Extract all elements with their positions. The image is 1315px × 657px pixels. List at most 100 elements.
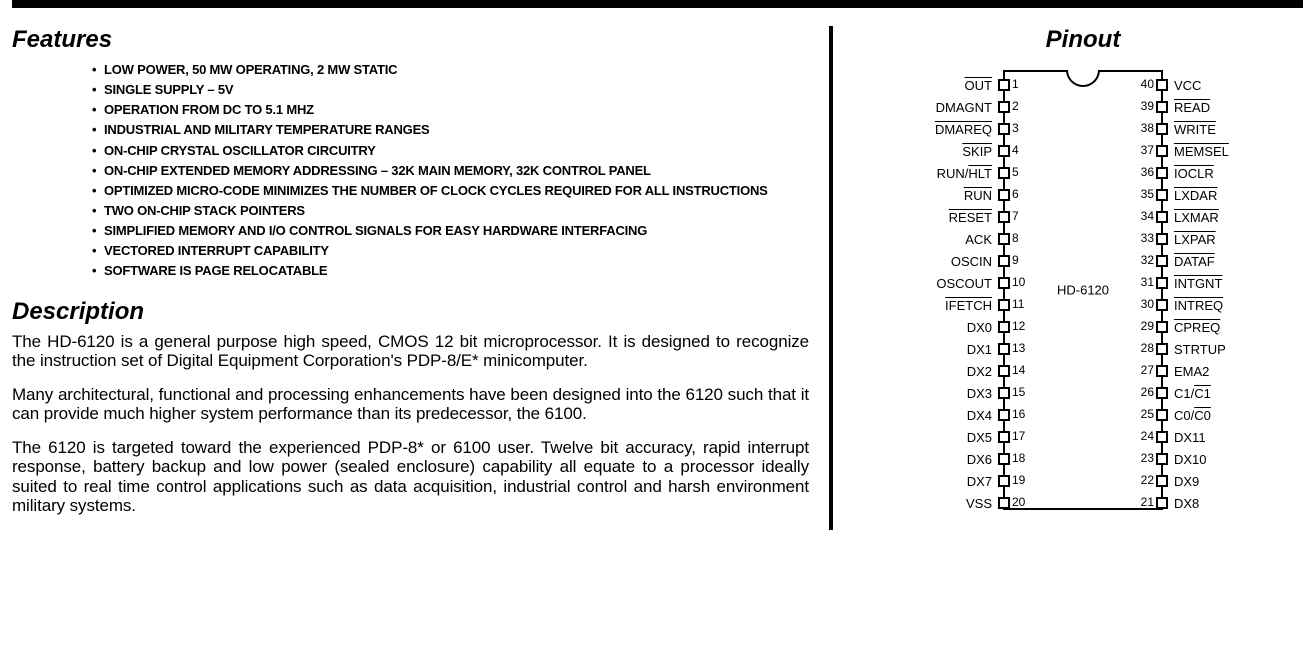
- pin-pad-icon: [998, 497, 1010, 509]
- pin-pad-icon: [1156, 409, 1168, 421]
- description-title: Description: [12, 298, 809, 326]
- pin-label: LXDAR: [1174, 188, 1217, 203]
- description-body: The HD-6120 is a general purpose high sp…: [12, 332, 809, 516]
- pin-label: DMAREQ: [935, 122, 992, 137]
- pin-row: LXMAR: [1163, 206, 1288, 228]
- right-column: Pinout HD-6120 OUT1DMAGNT2DMAREQ3SKIP4RU…: [833, 26, 1303, 530]
- features-list: LOW POWER, 50 MW OPERATING, 2 MW STATIC S…: [12, 60, 809, 282]
- pin-number: 20: [1012, 495, 1025, 509]
- pin-label: DX2: [967, 364, 992, 379]
- pin-label: SKIP: [962, 144, 992, 159]
- pin-number: 9: [1012, 253, 1019, 267]
- pin-number: 13: [1012, 341, 1025, 355]
- pin-row: EMA2: [1163, 360, 1288, 382]
- feature-item: LOW POWER, 50 MW OPERATING, 2 MW STATIC: [92, 60, 809, 80]
- feature-item: ON-CHIP CRYSTAL OSCILLATOR CIRCUITRY: [92, 141, 809, 161]
- pin-number: 25: [1141, 407, 1154, 421]
- chip-label: HD-6120: [1057, 283, 1109, 298]
- pin-pad-icon: [998, 343, 1010, 355]
- pin-label: CPREQ: [1174, 320, 1220, 335]
- pin-number: 5: [1012, 165, 1019, 179]
- pin-pad-icon: [998, 123, 1010, 135]
- pin-row: DX2: [878, 360, 1003, 382]
- feature-item: ON-CHIP EXTENDED MEMORY ADDRESSING – 32K…: [92, 161, 809, 181]
- pin-number: 38: [1141, 121, 1154, 135]
- pin-row: READ: [1163, 96, 1288, 118]
- pin-row: VSS: [878, 492, 1003, 514]
- pin-label: OSCIN: [951, 254, 992, 269]
- pin-pad-icon: [998, 233, 1010, 245]
- pin-row: DX6: [878, 448, 1003, 470]
- pin-pad-icon: [998, 189, 1010, 201]
- pin-number: 17: [1012, 429, 1025, 443]
- pin-number: 16: [1012, 407, 1025, 421]
- pin-row: ACK: [878, 228, 1003, 250]
- pin-pad-icon: [1156, 387, 1168, 399]
- description-paragraph: The HD-6120 is a general purpose high sp…: [12, 332, 809, 371]
- pin-row: MEMSEL: [1163, 140, 1288, 162]
- feature-item: SOFTWARE IS PAGE RELOCATABLE: [92, 261, 809, 281]
- pin-number: 15: [1012, 385, 1025, 399]
- pin-label: WRITE: [1174, 122, 1216, 137]
- feature-item: SIMPLIFIED MEMORY AND I/O CONTROL SIGNAL…: [92, 221, 809, 241]
- pin-label: STRTUP: [1174, 342, 1226, 357]
- pin-label: INTGNT: [1174, 276, 1222, 291]
- pin-label: READ: [1174, 100, 1210, 115]
- pin-number: 12: [1012, 319, 1025, 333]
- pin-label: C1/C1: [1174, 386, 1211, 401]
- pin-pad-icon: [998, 321, 1010, 333]
- pin-row: INTGNT: [1163, 272, 1288, 294]
- pin-number: 1: [1012, 77, 1019, 91]
- pin-pad-icon: [1156, 123, 1168, 135]
- pin-number: 11: [1012, 297, 1024, 311]
- pin-row: RESET: [878, 206, 1003, 228]
- pin-pad-icon: [1156, 145, 1168, 157]
- pin-row: OUT: [878, 74, 1003, 96]
- pin-number: 21: [1141, 495, 1154, 509]
- pin-number: 3: [1012, 121, 1019, 135]
- pin-number: 34: [1141, 209, 1154, 223]
- pinout-title: Pinout: [863, 26, 1303, 54]
- pin-label: DX11: [1174, 430, 1206, 445]
- pin-number: 36: [1141, 165, 1154, 179]
- pin-pad-icon: [1156, 167, 1168, 179]
- top-rule: [12, 0, 1303, 8]
- pin-label: DX10: [1174, 452, 1207, 467]
- pin-label: DX9: [1174, 474, 1199, 489]
- pin-number: 8: [1012, 231, 1019, 245]
- pin-label: DX7: [967, 474, 992, 489]
- pin-number: 24: [1141, 429, 1154, 443]
- pin-pad-icon: [1156, 255, 1168, 267]
- pin-label: DX1: [967, 342, 992, 357]
- pin-row: INTREQ: [1163, 294, 1288, 316]
- pin-pad-icon: [998, 211, 1010, 223]
- feature-item: OPERATION FROM DC TO 5.1 MHZ: [92, 100, 809, 120]
- pin-label: ACK: [965, 232, 992, 247]
- pin-row: IFETCH: [878, 294, 1003, 316]
- feature-item: INDUSTRIAL AND MILITARY TEMPERATURE RANG…: [92, 120, 809, 140]
- pin-row: DX10: [1163, 448, 1288, 470]
- pin-label: C0/C0: [1174, 408, 1211, 423]
- pin-label: DATAF: [1174, 254, 1215, 269]
- pin-number: 23: [1141, 451, 1154, 465]
- chip-notch: [1066, 70, 1100, 87]
- pin-row: DX7: [878, 470, 1003, 492]
- pin-number: 2: [1012, 99, 1019, 113]
- pin-label: OUT: [965, 78, 992, 93]
- pin-pad-icon: [1156, 453, 1168, 465]
- pin-label: DX3: [967, 386, 992, 401]
- pin-pad-icon: [998, 409, 1010, 421]
- pin-pad-icon: [1156, 233, 1168, 245]
- pin-label: IFETCH: [945, 298, 992, 313]
- pin-label: LXMAR: [1174, 210, 1219, 225]
- pin-row: LXPAR: [1163, 228, 1288, 250]
- pin-pad-icon: [998, 255, 1010, 267]
- pin-pad-icon: [998, 475, 1010, 487]
- pin-pad-icon: [998, 431, 1010, 443]
- pin-pad-icon: [998, 101, 1010, 113]
- pin-label: RESET: [949, 210, 992, 225]
- pin-label: DX5: [967, 430, 992, 445]
- pin-pad-icon: [1156, 101, 1168, 113]
- chip-body: HD-6120: [1003, 70, 1163, 510]
- feature-item: OPTIMIZED MICRO-CODE MINIMIZES THE NUMBE…: [92, 181, 809, 201]
